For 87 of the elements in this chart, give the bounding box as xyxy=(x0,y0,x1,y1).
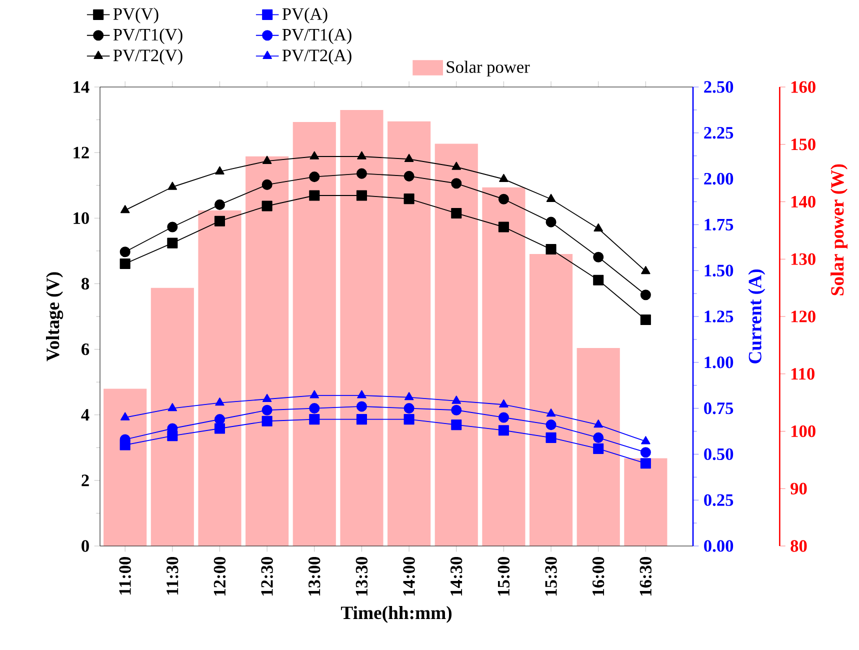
y3-tick-label: 130 xyxy=(791,253,816,265)
y2-tick-label: 2.50 xyxy=(704,81,734,93)
legend-label: Solar power xyxy=(446,60,530,76)
y-tick-label: 10 xyxy=(74,212,89,224)
point xyxy=(120,246,130,258)
point xyxy=(262,179,272,190)
y2-tick-label: 0.00 xyxy=(704,540,734,552)
point xyxy=(167,238,178,248)
x-tick-label: 15:00 xyxy=(498,557,510,596)
x-tick-label: 12:30 xyxy=(261,557,273,596)
point xyxy=(215,166,224,174)
y-tick-label: 6 xyxy=(82,343,90,356)
point xyxy=(310,151,320,160)
y2-tick-label: 1.25 xyxy=(704,310,734,322)
point xyxy=(168,182,178,190)
y-tick-label: 0 xyxy=(82,540,89,552)
legend-label: PV/T1(A) xyxy=(282,28,352,44)
point xyxy=(404,154,414,162)
point xyxy=(593,252,604,262)
y3-tick-label: 160 xyxy=(791,81,816,93)
legend-label: PV/T2(V) xyxy=(113,49,182,65)
x-tick-label: 14:30 xyxy=(450,557,462,596)
legend-label: PV(V) xyxy=(113,8,158,24)
point xyxy=(498,194,509,204)
y2-tick-label: 2.25 xyxy=(704,127,734,139)
x-tick-label: 16:30 xyxy=(640,557,652,596)
point xyxy=(214,199,226,210)
y-tick-label: 8 xyxy=(82,278,90,290)
x-tick-label: 13:00 xyxy=(308,557,320,596)
point xyxy=(262,156,272,164)
point xyxy=(451,178,462,189)
point xyxy=(309,172,320,182)
y3-tick-label: 90 xyxy=(790,482,807,494)
y2-tick-label: 0.50 xyxy=(704,448,734,460)
y-axis-title: Voltage (V) xyxy=(46,272,64,362)
x-tick-label: 12:00 xyxy=(214,557,226,596)
point xyxy=(593,274,604,286)
point xyxy=(594,223,603,232)
y3-tick-label: 80 xyxy=(790,540,807,552)
y3-tick-label: 100 xyxy=(791,425,816,438)
point xyxy=(262,200,272,212)
point xyxy=(641,266,650,274)
y3-tick-label: 120 xyxy=(791,310,816,322)
point xyxy=(498,222,509,232)
y3-tick-label: 150 xyxy=(791,138,816,150)
point xyxy=(357,151,366,160)
point xyxy=(546,244,556,255)
point xyxy=(546,216,556,228)
x-tick-label: 14:00 xyxy=(403,557,415,596)
y2-tick-label: 2.00 xyxy=(704,172,734,185)
y3-tick-label: 110 xyxy=(791,368,814,380)
x-axis-title: Time(hh:mm) xyxy=(340,606,452,623)
point xyxy=(451,208,462,218)
point xyxy=(499,174,508,182)
y-tick-label: 2 xyxy=(82,474,89,486)
point xyxy=(214,216,226,226)
point xyxy=(546,194,556,202)
point xyxy=(640,290,651,300)
y2-tick-label: 0.75 xyxy=(704,402,734,414)
y-tick-label: 12 xyxy=(74,146,89,158)
point xyxy=(120,258,130,269)
x-tick-label: 11:30 xyxy=(166,557,178,595)
y2-tick-label: 1.50 xyxy=(704,264,734,276)
y-tick-label: 4 xyxy=(81,409,90,421)
point xyxy=(309,190,320,201)
y3-tick-label: 140 xyxy=(791,196,816,208)
y3-axis-title: Solar power (W) xyxy=(830,164,848,296)
point xyxy=(356,168,367,179)
x-tick-label: 13:30 xyxy=(356,557,368,596)
legend-label: PV/T2(A) xyxy=(282,49,352,65)
y-tick-label: 14 xyxy=(74,81,90,93)
point xyxy=(404,194,414,204)
y2-tick-label: 1.00 xyxy=(704,356,734,368)
point xyxy=(640,314,651,326)
point xyxy=(167,222,178,232)
x-tick-label: 11:00 xyxy=(119,557,131,595)
legend-label: PV/T1(V) xyxy=(113,28,182,44)
point xyxy=(452,162,462,170)
point xyxy=(404,170,414,182)
x-tick-label: 16:00 xyxy=(592,557,604,596)
y2-tick-label: 1.75 xyxy=(704,218,734,231)
y2-axis-title: Current (A) xyxy=(748,270,766,364)
y2-tick-label: 0.25 xyxy=(704,494,734,506)
legend-label: PV(A) xyxy=(282,8,328,24)
x-tick-label: 15:30 xyxy=(545,557,557,596)
point xyxy=(356,190,367,201)
point xyxy=(120,205,130,214)
